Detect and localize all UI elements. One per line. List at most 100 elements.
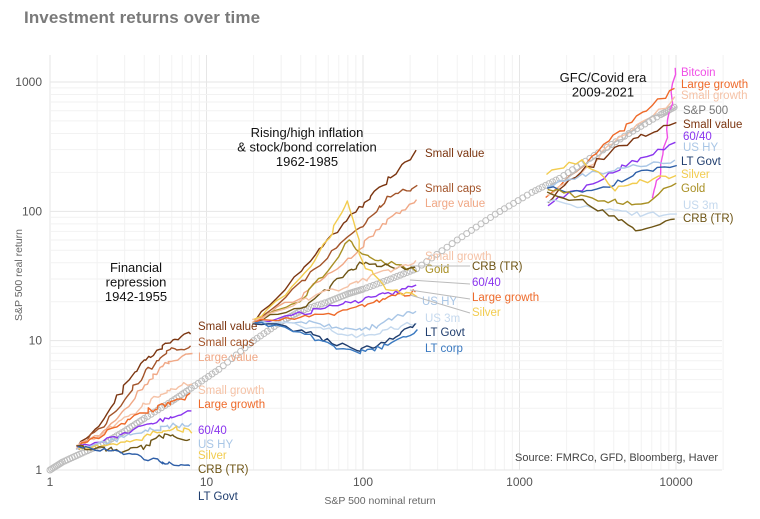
sp500-point: [187, 384, 195, 392]
sp500-point: [208, 370, 216, 378]
series-label: 60/40: [683, 131, 712, 143]
series-line-gold: [547, 182, 677, 206]
sp500-point: [140, 415, 148, 423]
sp500-point: [438, 247, 446, 255]
series-label: Silver: [681, 169, 710, 181]
sp500-point: [215, 365, 223, 373]
series-label: LT Govt: [681, 156, 722, 168]
series-label: 60/40: [198, 425, 227, 437]
sp500-point: [228, 355, 236, 363]
sp500-point: [542, 181, 550, 189]
sp500-point: [423, 258, 431, 266]
series-label: US HY: [683, 142, 718, 154]
series-label: Gold: [681, 183, 705, 195]
sp500-point: [373, 280, 381, 288]
series-label: Bitcoin: [681, 67, 716, 79]
sp500-point: [205, 372, 213, 380]
era-annotation: GFC/Covid era: [560, 70, 647, 85]
series-line-us-3m: [546, 199, 677, 218]
series-line-us-hy: [75, 422, 192, 451]
sp500-point: [453, 236, 461, 244]
series-label: LT Govt: [425, 327, 466, 339]
sp500-point: [359, 285, 367, 293]
x-axis-label: S&P 500 nominal return: [324, 495, 435, 507]
sp500-point: [219, 362, 227, 370]
series-label: LT Govt: [198, 491, 239, 503]
leader-line: [409, 289, 471, 300]
series-label: CRB (TR): [683, 213, 734, 225]
series-line-large-value: [75, 352, 193, 450]
sp500-point: [387, 275, 395, 283]
y-tick-label: 1000: [15, 75, 42, 89]
series-label: Silver: [198, 450, 227, 462]
sp500-point: [472, 223, 480, 231]
y-tick-label: 1: [35, 463, 42, 477]
series-label: Small value: [198, 321, 257, 333]
sp500-point: [366, 283, 374, 291]
series-line-crb-tr-: [76, 433, 191, 454]
series-label: CRB (TR): [198, 464, 249, 476]
series-line-small-value: [252, 149, 417, 325]
sp500-point: [237, 347, 245, 355]
source-note: Source: FMRCo, GFD, Bloomberg, Haver: [515, 452, 718, 464]
series-line-small-caps: [78, 345, 192, 451]
sp500-point: [307, 303, 315, 311]
series-lines: [75, 67, 678, 467]
series-line-us-hy: [547, 159, 676, 188]
sp500-point: [369, 281, 377, 289]
sp500-point: [428, 254, 436, 262]
sp500-point: [317, 300, 325, 308]
sp500-point: [161, 402, 169, 410]
sp500-point: [241, 344, 249, 352]
sp500-point: [560, 171, 568, 179]
era-annotation: Rising/high inflation: [251, 125, 364, 140]
series-label: Small growth: [681, 90, 747, 102]
y-axis-label: S&P 500 real return: [13, 229, 25, 321]
series-label: Small caps: [198, 337, 254, 349]
series-line-us-3m: [253, 321, 418, 339]
series-label: Large value: [198, 352, 258, 364]
sp500-point: [531, 187, 539, 195]
sp500-point: [260, 330, 268, 338]
sp500-point: [211, 368, 219, 376]
sp500-point: [448, 240, 456, 248]
leader-line: [409, 294, 471, 314]
sp500-point: [157, 404, 165, 412]
series-label: LT corp: [425, 343, 463, 355]
series-line-small-caps: [252, 184, 418, 325]
series-line-silver: [546, 159, 677, 192]
era-annotation: repression: [106, 275, 167, 290]
series-line-crb-tr-: [254, 261, 416, 324]
series-label: 60/40: [472, 277, 501, 289]
series-label: Small growth: [425, 251, 491, 263]
y-tick-label: 100: [22, 204, 42, 218]
x-tick-label: 1: [47, 475, 54, 489]
series-line-large-growth: [76, 392, 191, 450]
series-line-small-growth: [76, 381, 193, 447]
sp500-point: [625, 129, 633, 137]
series-label: Large growth: [198, 399, 265, 411]
series-line-bitcoin: [651, 67, 677, 199]
sp500-point: [396, 271, 404, 279]
sp500-point: [245, 340, 253, 348]
series-line-large-growth: [253, 289, 416, 324]
sp500-point: [57, 459, 65, 467]
grid: [49, 55, 724, 471]
series-label: US HY: [422, 296, 457, 308]
sp500-point: [224, 358, 232, 366]
series-label: Small value: [425, 148, 484, 160]
series-label: US HY: [198, 439, 233, 451]
series-labels: Small value Small caps Large value Small gr…: [198, 67, 748, 503]
sp500-point: [164, 399, 172, 407]
sp500-point: [477, 220, 485, 228]
y-tick-label: 10: [29, 334, 43, 348]
sp500-point: [487, 213, 495, 221]
x-tick-label: 100: [353, 475, 373, 489]
series-line-lt-corp: [254, 321, 418, 355]
sp500-point: [151, 408, 159, 416]
sp500-point: [390, 274, 398, 282]
series-line-small-growth: [252, 259, 417, 321]
sp500-point: [191, 382, 199, 390]
